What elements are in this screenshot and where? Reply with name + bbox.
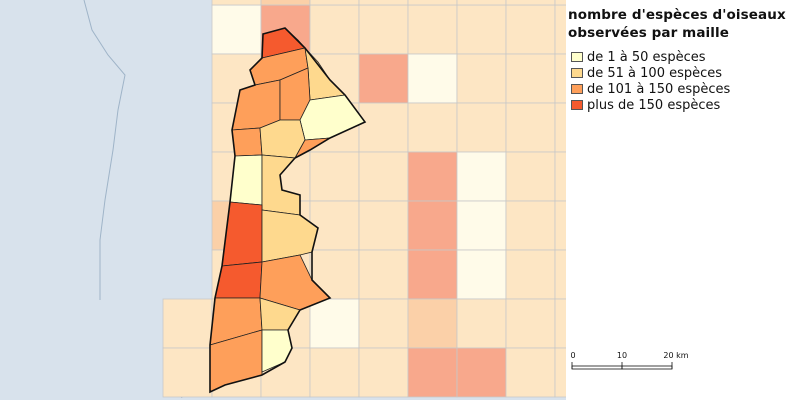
grid-cell [456, 53, 507, 104]
legend-item-2: de 51 à 100 espèces [571, 65, 723, 81]
commune-west-2 [231, 127, 263, 157]
legend-swatch-3 [571, 84, 583, 94]
grid-cell [505, 53, 556, 104]
grid-cell [309, 347, 360, 398]
grid-cell [309, 200, 360, 251]
legend-item-1: de 1 à 50 espèces [571, 49, 706, 65]
legend-label-2: de 51 à 100 espèces [587, 65, 723, 81]
grid-cell [456, 102, 507, 153]
grid-cell [260, 0, 311, 6]
grid-cell [358, 249, 409, 300]
grid-cell [407, 0, 458, 6]
grid-cell [505, 347, 556, 398]
grid-cell [407, 53, 458, 104]
grid-cell [407, 151, 458, 202]
grid-cell [505, 200, 556, 251]
grid-cell [358, 347, 409, 398]
legend-swatch-2 [571, 68, 583, 78]
grid-cell [309, 0, 360, 6]
grid-cell [505, 4, 556, 55]
legend-panel [566, 0, 792, 400]
grid-cell [456, 200, 507, 251]
grid-cell [309, 151, 360, 202]
grid-cell [358, 53, 409, 104]
depth-contour [83, 0, 126, 300]
grid-cell [505, 102, 556, 153]
grid-cell [505, 298, 556, 349]
grid-cell [407, 249, 458, 300]
scale-label-20: 20 km [663, 351, 689, 360]
legend-title-line2: observées par maille [568, 25, 729, 41]
grid-cell [407, 347, 458, 398]
grid-cell [407, 200, 458, 251]
grid-cell [358, 151, 409, 202]
legend-swatch-4 [571, 100, 583, 110]
grid-cell [211, 4, 262, 55]
grid-cell [211, 0, 262, 6]
grid-cell [358, 4, 409, 55]
grid-cell [505, 0, 556, 6]
grid-cell [162, 347, 213, 398]
grid-cell [505, 151, 556, 202]
legend-title: nombre d'espèces d'oiseaux observées par… [568, 6, 792, 42]
grid-cell [456, 151, 507, 202]
legend-label-3: de 101 à 150 espèces [587, 81, 731, 97]
grid-cell [407, 4, 458, 55]
legend-label-1: de 1 à 50 espèces [587, 49, 706, 65]
grid-cell [162, 298, 213, 349]
grid-cell [309, 298, 360, 349]
grid-cell [358, 298, 409, 349]
grid-cell [309, 4, 360, 55]
grid-cell [407, 298, 458, 349]
legend-label-4: plus de 150 espèces [587, 97, 721, 113]
scale-label-0: 0 [570, 351, 576, 360]
legend-item-4: plus de 150 espèces [571, 97, 721, 113]
communes-layer [209, 27, 367, 394]
grid-cell [456, 347, 507, 398]
scale-label-10: 10 [616, 351, 628, 360]
grid-cell [358, 102, 409, 153]
legend-title-line1: nombre d'espèces d'oiseaux [568, 7, 786, 23]
grid-cell [456, 0, 507, 6]
grid-cell [505, 249, 556, 300]
grid-cell [358, 200, 409, 251]
grid-cell [456, 249, 507, 300]
legend-swatch-1 [571, 52, 583, 62]
grid-cell [456, 298, 507, 349]
peninsula-outline [209, 27, 367, 394]
scale-bar [571, 362, 673, 370]
grid-cell [358, 0, 409, 6]
grid-cell [456, 4, 507, 55]
grid-cell [407, 102, 458, 153]
legend-item-3: de 101 à 150 espèces [571, 81, 731, 97]
